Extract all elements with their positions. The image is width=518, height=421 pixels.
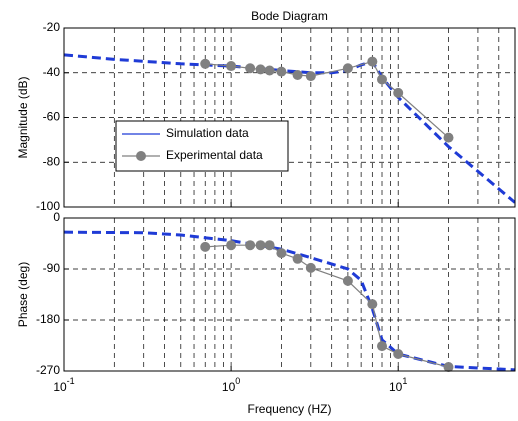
chart-title: Bode Diagram [251, 9, 328, 23]
data-point [200, 241, 211, 252]
data-point [305, 71, 316, 82]
y-tick-label: -100 [36, 199, 60, 213]
x-tick-label: 100 [222, 376, 240, 394]
y-axis-label: Magnitude (dB) [16, 76, 30, 158]
data-point [264, 240, 275, 251]
data-point [226, 61, 237, 72]
x-tick-label: 10-1 [53, 376, 74, 394]
data-point [200, 58, 211, 69]
x-tick-exponent: 1 [402, 376, 407, 386]
plot-frame [63, 217, 516, 372]
data-point [276, 248, 287, 259]
x-tick-base: 10 [53, 380, 67, 394]
series-line [64, 230, 515, 371]
y-tick-label: -270 [36, 363, 60, 377]
y-tick-label: -180 [36, 312, 60, 326]
data-point [377, 74, 388, 85]
data-point [443, 362, 454, 373]
legend-label: Simulation data [166, 126, 249, 140]
legend-box [115, 120, 289, 172]
x-tick-exponent: -1 [67, 376, 75, 386]
x-axis-label: Frequency (HZ) [247, 402, 331, 416]
x-tick-label: 101 [389, 376, 407, 394]
x-tick-base: 10 [389, 380, 403, 394]
data-point [245, 240, 256, 251]
data-point [393, 87, 404, 98]
y-tick-label: -20 [43, 20, 61, 34]
data-point [342, 63, 353, 74]
data-point [377, 341, 388, 352]
y-tick-label: -40 [43, 65, 61, 79]
y-tick-label: -80 [43, 154, 61, 168]
plot-frame [63, 27, 516, 208]
data-point [264, 65, 275, 76]
legend-marker [136, 151, 146, 161]
data-point [443, 132, 454, 143]
data-point [255, 64, 266, 75]
data-point [292, 69, 303, 80]
data-point [367, 299, 378, 310]
y-tick-label: 0 [53, 210, 60, 224]
data-point [305, 262, 316, 273]
data-point [367, 56, 378, 67]
data-point [276, 66, 287, 77]
data-point [226, 240, 237, 251]
data-point [255, 240, 266, 251]
y-axis-label: Phase (deg) [16, 262, 30, 327]
data-point [292, 253, 303, 264]
data-point [245, 63, 256, 74]
data-point [393, 349, 404, 359]
y-tick-label: -90 [43, 261, 61, 275]
y-tick-label: -60 [43, 110, 61, 124]
x-tick-exponent: 0 [235, 376, 240, 386]
x-tick-base: 10 [222, 380, 236, 394]
legend-label: Experimental data [166, 148, 263, 162]
data-point [342, 275, 353, 286]
